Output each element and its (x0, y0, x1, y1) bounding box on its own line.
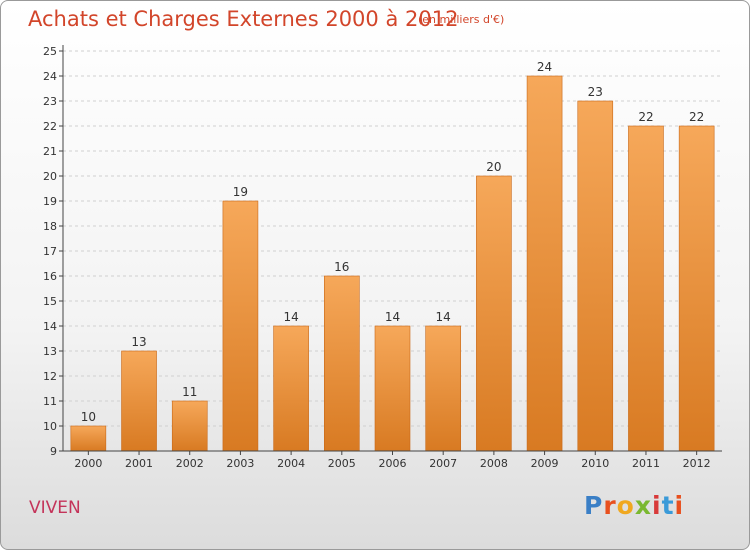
bars (71, 76, 714, 451)
y-tick-label: 14 (43, 320, 57, 333)
logo-letter: o (617, 491, 635, 520)
y-tick-label: 12 (43, 370, 57, 383)
y-tick-label: 22 (43, 120, 57, 133)
bar-2003 (223, 201, 258, 451)
y-tick-label: 25 (43, 45, 57, 58)
data-label: 23 (588, 85, 603, 99)
x-tick-label: 2008 (480, 457, 508, 470)
data-label: 24 (537, 60, 552, 74)
y-tick-label: 18 (43, 220, 57, 233)
x-tick-label: 2007 (429, 457, 457, 470)
bar-2009 (527, 76, 562, 451)
bar-2006 (375, 326, 410, 451)
data-label: 16 (334, 260, 349, 274)
y-tick-label: 21 (43, 145, 57, 158)
x-tick-label: 2000 (74, 457, 102, 470)
x-tick-label: 2009 (531, 457, 559, 470)
data-label: 22 (638, 110, 653, 124)
logo-letter: t (662, 491, 675, 520)
y-tick-label: 9 (50, 445, 57, 458)
logo-letter: x (635, 491, 652, 520)
x-tick-label: 2010 (581, 457, 609, 470)
y-tick-label: 16 (43, 270, 57, 283)
logo-letter: i (652, 491, 662, 520)
data-label: 19 (233, 185, 248, 199)
logo-letter: r (603, 491, 616, 520)
bar-2004 (274, 326, 309, 451)
y-tick-label: 17 (43, 245, 57, 258)
data-label: 14 (436, 310, 451, 324)
bar-2002 (172, 401, 207, 451)
data-label: 13 (131, 335, 146, 349)
bar-2000 (71, 426, 106, 451)
x-tick-label: 2002 (176, 457, 204, 470)
bar-2011 (628, 126, 663, 451)
bar-2010 (578, 101, 613, 451)
x-tick-label: 2003 (226, 457, 254, 470)
data-label: 14 (385, 310, 400, 324)
proxiti-logo: Proxiti (584, 491, 684, 520)
y-tick-label: 20 (43, 170, 57, 183)
logo-letter: P (584, 491, 603, 520)
x-tick-label: 2001 (125, 457, 153, 470)
x-tick-label: 2005 (328, 457, 356, 470)
bar-2008 (476, 176, 511, 451)
bar-2007 (426, 326, 461, 451)
bar-2005 (324, 276, 359, 451)
commune-name: VIVEN (29, 498, 81, 518)
data-label: 14 (283, 310, 298, 324)
bar-2001 (122, 351, 157, 451)
data-label: 22 (689, 110, 704, 124)
bar-2012 (679, 126, 714, 451)
data-label: 20 (486, 160, 501, 174)
y-tick-label: 19 (43, 195, 57, 208)
x-tick-label: 2012 (683, 457, 711, 470)
y-tick-label: 24 (43, 70, 57, 83)
x-tick-label: 2004 (277, 457, 305, 470)
y-tick-label: 23 (43, 95, 57, 108)
logo-letter: i (675, 491, 685, 520)
x-tick-label: 2011 (632, 457, 660, 470)
x-tick-label: 2006 (379, 457, 407, 470)
y-tick-label: 10 (43, 420, 57, 433)
data-label: 11 (182, 385, 197, 399)
y-tick-label: 15 (43, 295, 57, 308)
data-label: 10 (81, 410, 96, 424)
y-tick-label: 13 (43, 345, 57, 358)
y-tick-label: 11 (43, 395, 57, 408)
